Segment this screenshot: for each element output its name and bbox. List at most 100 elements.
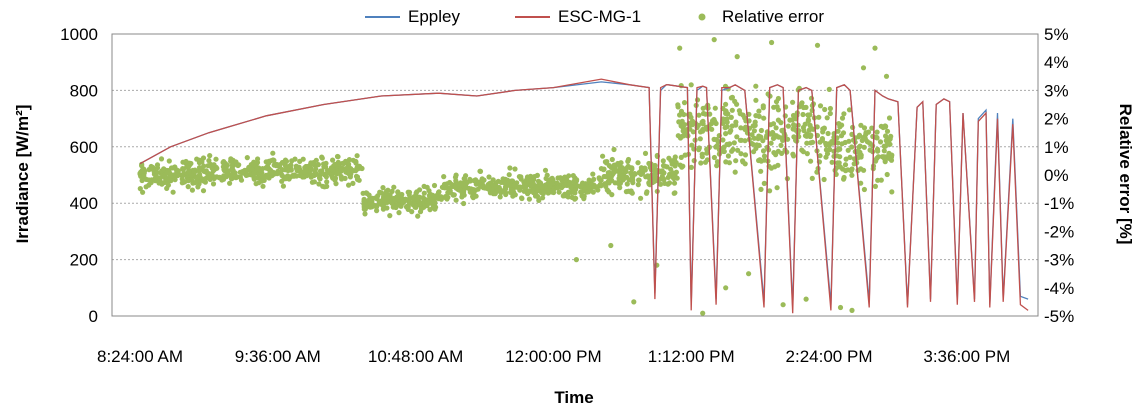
relative-error-point: [734, 134, 740, 140]
relative-error-point: [638, 165, 645, 171]
relative-error-point: [734, 54, 740, 60]
relative-error-point: [698, 160, 704, 166]
relative-error-point: [493, 183, 499, 189]
relative-error-point: [356, 163, 362, 169]
relative-error-point: [609, 156, 615, 163]
relative-error-point: [849, 166, 855, 172]
relative-error-point: [846, 107, 853, 113]
relative-error-point: [468, 189, 474, 195]
relative-error-point: [806, 113, 812, 119]
relative-error-point: [857, 143, 863, 149]
relative-error-point: [227, 180, 233, 186]
relative-error-point: [406, 189, 413, 195]
relative-error-point: [644, 189, 650, 195]
relative-error-point: [479, 184, 485, 190]
relative-error-point: [682, 152, 688, 158]
relative-error-point: [680, 128, 686, 134]
relative-error-point: [329, 166, 335, 172]
relative-error-point: [619, 165, 625, 171]
legend-label-relative-error: Relative error: [722, 7, 824, 26]
plot-area: [111, 33, 1039, 317]
relative-error-point: [168, 178, 174, 184]
relative-error-point: [544, 172, 550, 178]
relative-error-point: [742, 124, 749, 130]
relative-error-point: [784, 149, 790, 155]
relative-error-point: [816, 114, 822, 120]
relative-error-point: [295, 167, 301, 173]
relative-error-point: [254, 166, 260, 172]
relative-error-point: [480, 177, 486, 183]
relative-error-point: [395, 194, 401, 200]
relative-error-point: [712, 105, 718, 111]
relative-error-point: [723, 101, 729, 107]
relative-error-point: [209, 171, 215, 177]
relative-error-point: [800, 124, 807, 131]
relative-error-point: [841, 111, 847, 117]
relative-error-point: [603, 183, 609, 189]
relative-error-point: [631, 171, 638, 177]
relative-error-point: [175, 172, 181, 179]
relative-error-point: [414, 196, 420, 202]
relative-error-point: [452, 174, 459, 180]
relative-error-point: [670, 170, 676, 176]
relative-error-point: [507, 183, 513, 189]
relative-error-point: [842, 139, 848, 146]
relative-error-points: [137, 37, 895, 316]
relative-error-point: [889, 189, 895, 195]
relative-error-point: [652, 170, 658, 176]
relative-error-point: [676, 119, 682, 125]
relative-error-point: [321, 164, 327, 170]
relative-error-point: [720, 120, 726, 126]
relative-error-point: [779, 128, 785, 134]
relative-error-point: [324, 179, 330, 185]
relative-error-point: [393, 204, 399, 211]
relative-error-point: [517, 184, 523, 190]
x-tick-label: 8:24:00 AM: [97, 347, 183, 366]
relative-error-point: [426, 193, 432, 199]
relative-error-point: [538, 181, 544, 187]
relative-error-point: [696, 145, 702, 151]
relative-error-point: [333, 181, 339, 187]
relative-error-point: [729, 107, 735, 113]
relative-error-point: [283, 176, 289, 182]
relative-error-point: [206, 175, 212, 181]
relative-error-point: [329, 174, 335, 180]
relative-error-point: [315, 162, 321, 168]
relative-error-point: [275, 168, 281, 174]
relative-error-point: [221, 165, 227, 171]
relative-error-point: [259, 178, 265, 184]
relative-error-point: [751, 128, 758, 134]
left-tick-label: 1000: [60, 25, 98, 44]
relative-error-point: [516, 174, 523, 180]
relative-error-point: [616, 175, 622, 182]
relative-error-point: [642, 150, 649, 156]
relative-error-point: [319, 155, 325, 161]
relative-error-point: [170, 165, 176, 171]
relative-error-point: [758, 134, 764, 140]
relative-error-point: [280, 183, 286, 189]
relative-error-point: [874, 129, 880, 135]
relative-error-point: [486, 186, 492, 192]
relative-error-point: [714, 159, 721, 165]
relative-error-point: [675, 133, 681, 139]
relative-error-point: [380, 185, 386, 191]
relative-error-point: [754, 142, 760, 148]
relative-error-point: [418, 206, 425, 212]
relative-error-point: [477, 168, 484, 174]
relative-error-point: [260, 183, 266, 189]
right-tick-label: 2%: [1044, 110, 1069, 129]
relative-error-point: [870, 133, 876, 140]
relative-error-point: [867, 147, 873, 153]
relative-error-point: [761, 153, 768, 159]
relative-error-point: [424, 203, 430, 209]
relative-error-point: [617, 185, 623, 191]
relative-error-point: [547, 183, 553, 189]
relative-error-point: [210, 181, 217, 187]
relative-error-point: [590, 171, 596, 177]
relative-error-point: [672, 163, 678, 169]
relative-error-point: [507, 165, 513, 171]
relative-error-point: [780, 137, 786, 143]
relative-error-point: [238, 177, 245, 183]
relative-error-point: [837, 304, 844, 311]
relative-error-point: [506, 172, 512, 178]
